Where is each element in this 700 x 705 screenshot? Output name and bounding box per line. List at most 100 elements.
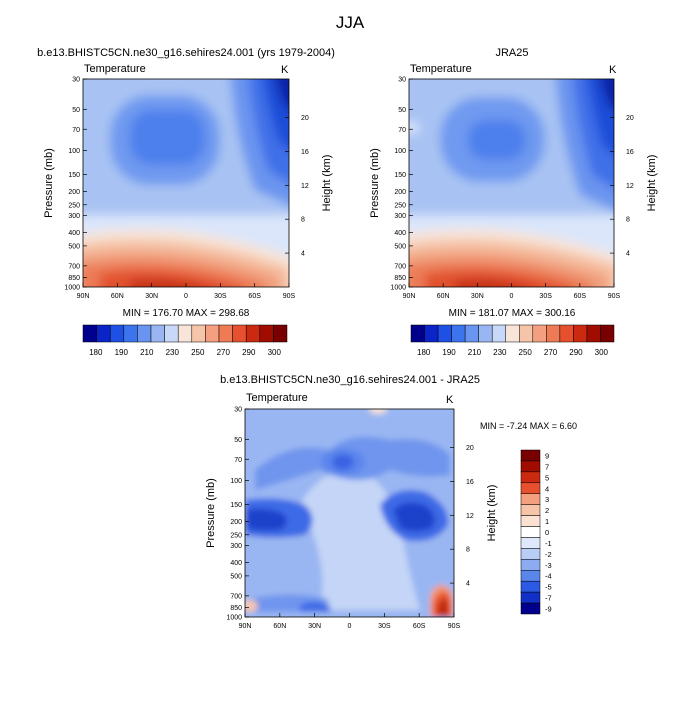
panel-difference-axes: 30 50 70 100 150 200 250 300 400 500 700 850 1000 20 1… [205, 407, 498, 631]
colorbar-label: 250 [191, 348, 205, 357]
y2-tick-label: 12 [301, 183, 309, 190]
colorbar-label: -5 [545, 583, 552, 592]
y-tick-label: 500 [68, 243, 80, 250]
colorbar-label: 230 [493, 348, 507, 357]
y-tick-label: 300 [394, 213, 406, 220]
y-tick-label: 850 [68, 275, 80, 282]
colorbar-swatch [123, 324, 138, 343]
panel-reanalysis: JRA25 Temperature K [369, 47, 658, 357]
colorbar-label: 270 [544, 348, 558, 357]
y2-axis-label: Height (km) [321, 155, 333, 212]
y-tick-label: 1000 [64, 285, 80, 292]
y-tick-label: 200 [394, 189, 406, 196]
y2-tick-label: 4 [466, 581, 470, 588]
y2-tick-label: 8 [626, 217, 630, 224]
panel-model: b.e13.BHISTC5CN.ne30_g16.sehires24.001 (… [37, 47, 335, 357]
colorbar-swatch [520, 504, 541, 516]
x-tick-label: 30S [378, 623, 391, 630]
y2-tick-label: 12 [466, 513, 474, 520]
y-tick-label: 700 [68, 263, 80, 270]
y-tick-label: 150 [68, 172, 80, 179]
colorbar-swatch [218, 324, 233, 343]
y2-tick-label: 8 [301, 217, 305, 224]
colorbar-swatch [191, 324, 206, 343]
x-tick-label: 90N [239, 623, 252, 630]
colorbar-swatch [232, 324, 247, 343]
colorbar-label: 4 [545, 484, 549, 493]
y-tick-label: 1000 [390, 285, 406, 292]
panel-model-title: b.e13.BHISTC5CN.ne30_g16.sehires24.001 (… [37, 47, 335, 59]
y2-tick-label: 16 [466, 479, 474, 486]
x-tick-label: 0 [510, 293, 514, 300]
y-tick-label: 400 [68, 230, 80, 237]
panel-reanalysis-stats: MIN = 181.07 MAX = 300.16 [449, 308, 576, 319]
y-tick-label: 150 [230, 502, 242, 509]
x-tick-label: 0 [184, 293, 188, 300]
colorbar-label: -1 [545, 539, 552, 548]
panel-difference-field [245, 409, 454, 617]
colorbar-swatch [437, 324, 452, 343]
y2-tick-label: 12 [626, 183, 634, 190]
x-tick-label: 90N [403, 293, 416, 300]
colorbar-swatch [96, 324, 111, 343]
colorbar-swatch [520, 548, 541, 560]
colorbar-swatch [82, 324, 97, 343]
colorbar-swatch [273, 324, 288, 343]
y-tick-label: 400 [230, 560, 242, 567]
colorbar-swatch [573, 324, 588, 343]
panel-model-stats: MIN = 176.70 MAX = 298.68 [123, 308, 250, 319]
colorbar-label: -2 [545, 550, 552, 559]
colorbar-swatch [520, 482, 541, 494]
colorbar-swatch [532, 324, 547, 343]
y2-tick-label: 16 [301, 149, 309, 156]
colorbar-swatch [164, 324, 179, 343]
colorbar-swatch [520, 493, 541, 505]
x-tick-label: 60N [273, 623, 286, 630]
y-tick-label: 50 [72, 107, 80, 114]
colorbar-swatch [109, 324, 125, 343]
colorbar-label: 7 [545, 462, 549, 471]
colorbar-label: 290 [569, 348, 583, 357]
x-tick-label: 60S [574, 293, 587, 300]
colorbar-label: 1 [545, 517, 549, 526]
y-tick-label: 850 [394, 275, 406, 282]
panel-model-unit: K [281, 64, 289, 76]
colorbar-swatch [520, 591, 541, 604]
panel-difference-variable: Temperature [246, 392, 308, 404]
y-tick-label: 100 [68, 148, 80, 155]
x-tick-label: 30S [214, 293, 227, 300]
colorbar-label: 300 [268, 348, 282, 357]
x-tick-label: 90N [77, 293, 90, 300]
colorbar-label: 250 [519, 348, 533, 357]
colorbar-swatch [520, 559, 541, 571]
y2-tick-label: 20 [466, 445, 474, 452]
y-tick-label: 150 [394, 172, 406, 179]
colorbar-swatch [505, 324, 520, 343]
y-tick-label: 30 [398, 77, 406, 84]
colorbar-swatch [451, 324, 466, 343]
y-tick-label: 50 [234, 437, 242, 444]
y-tick-label: 300 [230, 543, 242, 550]
colorbar-label: 210 [140, 348, 154, 357]
colorbar-label: 180 [417, 348, 431, 357]
colorbar-swatch [600, 324, 615, 343]
colorbar-label: 180 [89, 348, 103, 357]
colorbar-swatch [259, 324, 274, 343]
y-tick-label: 200 [68, 189, 80, 196]
colorbar-swatch [546, 324, 561, 343]
x-tick-label: 60N [111, 293, 124, 300]
x-tick-label: 30N [308, 623, 321, 630]
y-tick-label: 500 [394, 243, 406, 250]
x-tick-label: 60N [437, 293, 450, 300]
colorbar-label: 0 [545, 528, 549, 537]
y2-tick-label: 16 [626, 149, 634, 156]
y2-tick-label: 20 [626, 115, 634, 122]
x-tick-label: 30N [471, 293, 484, 300]
y2-tick-label: 4 [301, 251, 305, 258]
y-tick-label: 250 [230, 532, 242, 539]
colorbar-label: 190 [442, 348, 456, 357]
colorbar-label: 210 [468, 348, 482, 357]
colorbar-swatch [520, 449, 541, 462]
x-tick-label: 30N [145, 293, 158, 300]
